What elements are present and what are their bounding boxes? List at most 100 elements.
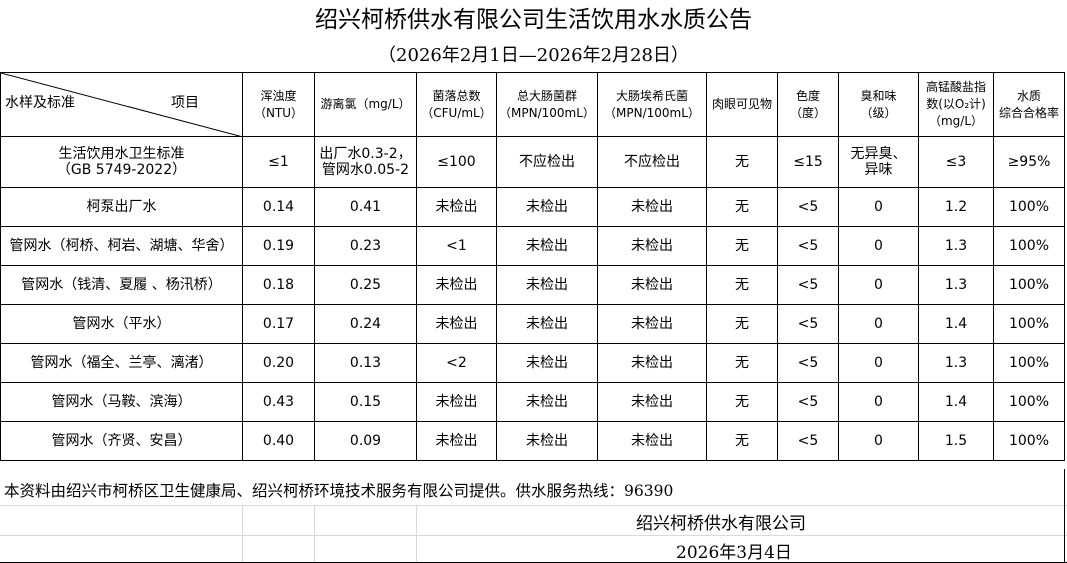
- column-header: 菌落总数 （CFU/mL）: [416, 72, 497, 137]
- table-cell: 0.25: [314, 265, 417, 305]
- table-cell: 未检出: [496, 382, 598, 422]
- standard-value: ≤3: [918, 136, 994, 188]
- sample-name: 管网水（平水）: [0, 304, 243, 344]
- table-cell: 0: [838, 304, 919, 344]
- cell-text: （MPN/100mL）: [499, 105, 595, 120]
- cell-text: 总大肠菌群: [516, 88, 577, 103]
- table-cell: 1.3: [918, 265, 994, 305]
- table-cell: 未检出: [416, 187, 497, 227]
- table-cell: 100%: [993, 304, 1065, 344]
- table-cell: 100%: [993, 382, 1065, 422]
- company-signature: 绍兴柯桥供水有限公司: [636, 514, 806, 534]
- table-cell: <5: [777, 265, 839, 305]
- cell-text: 臭和味: [860, 88, 897, 103]
- table-cell: 无: [706, 421, 778, 461]
- cell-text: ≤1: [268, 154, 289, 170]
- table-cell: 无: [706, 382, 778, 422]
- standard-value: ≤1: [242, 136, 315, 188]
- table-cell: 未检出: [496, 343, 598, 383]
- table-cell: 100%: [993, 187, 1065, 227]
- table-cell: 未检出: [597, 226, 707, 266]
- cell-text: （度）: [789, 105, 826, 120]
- table-cell: 1.4: [918, 382, 994, 422]
- cell-text: （NTU）: [253, 105, 304, 120]
- table-cell: 1.3: [918, 226, 994, 266]
- table-cell: <5: [777, 421, 839, 461]
- table-cell: <1: [416, 226, 497, 266]
- column-header: 浑浊度 （NTU）: [242, 72, 315, 137]
- table-row: 管网水（平水） 0.17 0.24 未检出 未检出 未检出无 <5 0 1.4 100%: [0, 304, 1065, 344]
- table-cell: 未检出: [597, 265, 707, 305]
- cell-text: 无: [735, 154, 749, 170]
- table-row: 管网水（齐贤、安昌） 0.40 0.09 未检出 未检出 未检出无 <5 0 1.5 100%: [0, 421, 1065, 461]
- cell-text: ≤100: [437, 154, 476, 170]
- table-cell: 0.15: [314, 382, 417, 422]
- cell-text: 高锰酸盐指: [925, 80, 986, 94]
- sample-name: 管网水（齐贤、安昌）: [0, 421, 243, 461]
- table-cell: 100%: [993, 343, 1065, 383]
- table-cell: 100%: [993, 226, 1065, 266]
- table-cell: 0.17: [242, 304, 315, 344]
- table-cell: 1.2: [918, 187, 994, 227]
- table-cell: 未检出: [597, 343, 707, 383]
- table-cell: 0: [838, 226, 919, 266]
- cell-text: ≥95%: [1007, 154, 1051, 170]
- table-row: 柯泵出厂水 0.14 0.41 未检出 未检出 未检出无 <5 0 1.2 100%: [0, 187, 1065, 227]
- cell-text: 无异臭、: [850, 146, 907, 162]
- table-cell: 100%: [993, 265, 1065, 305]
- table-cell: 1.3: [918, 343, 994, 383]
- table-cell: 无: [706, 265, 778, 305]
- table-cell: 0.13: [314, 343, 417, 383]
- cell-text: （CFU/mL）: [421, 105, 492, 120]
- cell-text: 不应检出: [519, 154, 575, 170]
- table-cell: 0.09: [314, 421, 417, 461]
- table-cell: <5: [777, 226, 839, 266]
- cell-text: ≤3: [945, 154, 967, 170]
- cell-text: 生活饮用水卫生标准: [58, 146, 185, 162]
- table-cell: 0.19: [242, 226, 315, 266]
- sample-name: 柯泵出厂水: [0, 187, 243, 227]
- standard-value: ≤15: [777, 136, 839, 188]
- table-cell: 未检出: [496, 421, 598, 461]
- table-cell: 未检出: [416, 265, 497, 305]
- column-header: 水质 综合合格率: [993, 72, 1065, 137]
- cell-text: 综合合格率: [998, 105, 1059, 120]
- table-cell: 未检出: [597, 421, 707, 461]
- table-cell: 0.43: [242, 382, 315, 422]
- table-cell: <5: [777, 187, 839, 227]
- cell-text: 数(以O₂计): [926, 97, 986, 111]
- standard-value: 不应检出: [597, 136, 707, 188]
- source-note: 本资料由绍兴市柯桥区卫生健康局、绍兴柯桥环境技术服务有限公司提供。供水服务热线：…: [4, 482, 674, 500]
- diagonal-line: [1, 73, 240, 136]
- cell-text: ≤15: [793, 154, 823, 170]
- cell-text: 浑浊度: [260, 88, 297, 103]
- table-cell: 1.5: [918, 421, 994, 461]
- table-cell: 0: [838, 382, 919, 422]
- standard-value: 不应检出: [496, 136, 598, 188]
- cell-text: 水质: [1016, 88, 1041, 103]
- table-cell: 无: [706, 304, 778, 344]
- table-row: 管网水（福全、兰亭、漓渚） 0.20 0.13 <2 未检出 未检出无 <5 0 1.3 100%: [0, 343, 1065, 383]
- table-cell: 100%: [993, 421, 1065, 461]
- page-title: 绍兴柯桥供水有限公司生活饮用水水质公告: [315, 7, 752, 33]
- standard-value: 无异臭、 异味: [838, 136, 919, 188]
- column-header: 高锰酸盐指 数(以O₂计) （mg/L）: [918, 72, 994, 137]
- column-header: 游离氯（mg/L）: [314, 72, 417, 137]
- table-cell: 未检出: [496, 265, 598, 305]
- table-cell: 0.18: [242, 265, 315, 305]
- table-cell: 未检出: [597, 304, 707, 344]
- cell-text: 不应检出: [624, 154, 680, 170]
- cell-text: 异味: [864, 162, 893, 178]
- column-header: 臭和味 （级）: [838, 72, 919, 137]
- table-cell: 未检出: [416, 421, 497, 461]
- sample-name: 管网水（马鞍、滨海）: [0, 382, 243, 422]
- table-cell: 0.23: [314, 226, 417, 266]
- cell-text: 大肠埃希氏菌: [615, 88, 688, 103]
- water-quality-table: 水样及标准 项目 浑浊度 （NTU） 游离氯（mg/L） 菌落总数 （CFU/mL） 总大肠菌…: [0, 72, 1065, 461]
- table-cell: 无: [706, 343, 778, 383]
- cell-text: 菌落总数: [432, 88, 481, 103]
- table-cell: 0.20: [242, 343, 315, 383]
- column-header: 总大肠菌群 （MPN/100mL）: [496, 72, 598, 137]
- standard-name: 生活饮用水卫生标准 （GB 5749-2022）: [0, 136, 243, 188]
- table-cell: 未检出: [597, 187, 707, 227]
